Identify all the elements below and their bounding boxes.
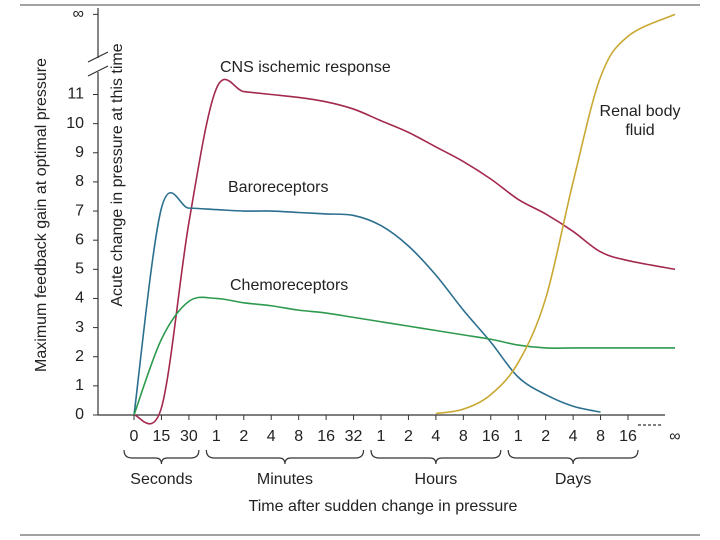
x-tick-label: 1	[514, 428, 523, 445]
x-tick-label: 4	[431, 428, 440, 445]
y-tick-label: 7	[75, 202, 84, 219]
x-tick-label: 8	[459, 428, 468, 445]
x-tick-label: 0	[130, 428, 139, 445]
series-line	[133, 191, 601, 416]
series-label: Baroreceptors	[228, 179, 329, 196]
x-tick-label: 30	[180, 428, 198, 445]
y-tick-label: 10	[66, 115, 84, 132]
series-label: CNS ischemic response	[220, 59, 391, 76]
x-tick-label: 4	[267, 428, 276, 445]
y-tick-label: ∞	[73, 6, 84, 23]
x-tick-label: 1	[212, 428, 221, 445]
group-brace	[205, 449, 365, 465]
x-tick-label: 16	[317, 428, 335, 445]
y-tick-label: 9	[75, 144, 84, 161]
series-line	[435, 13, 676, 415]
y-tick-label: 6	[75, 231, 84, 248]
series-label: Chemoreceptors	[230, 277, 349, 294]
y-tick-label: 1	[75, 377, 84, 394]
x-tick-label: 8	[596, 428, 605, 445]
x-tick-label: 2	[541, 428, 550, 445]
group-label: Days	[555, 471, 591, 488]
x-tick-label: 32	[345, 428, 363, 445]
y-tick-label: 8	[75, 173, 84, 190]
series-label: Renal body fluid	[599, 103, 681, 139]
axis-break	[87, 65, 109, 77]
x-tick-label: 2	[239, 428, 248, 445]
group-label: Seconds	[130, 471, 192, 488]
group-brace	[370, 449, 502, 465]
axis-break	[87, 51, 109, 63]
y-tick-label: 0	[75, 406, 84, 423]
x-tick-label: 15	[153, 428, 171, 445]
group-brace	[123, 449, 200, 465]
group-label: Hours	[415, 471, 458, 488]
y-axis-title-2: Acute change in pressure at this time	[109, 43, 126, 306]
group-brace	[507, 449, 639, 465]
y-tick-label: 11	[67, 86, 84, 103]
x-tick-label: ∞	[669, 428, 680, 445]
y-tick-label: 4	[75, 290, 84, 307]
x-tick-label: 16	[619, 428, 637, 445]
series-line	[133, 296, 675, 416]
x-tick-label: 2	[404, 428, 413, 445]
x-tick-label: 1	[377, 428, 386, 445]
y-tick-label: 2	[75, 348, 84, 365]
x-axis-title: Time after sudden change in pressure	[249, 498, 518, 515]
x-tick-label: 16	[482, 428, 500, 445]
y-tick-label: 5	[75, 261, 84, 278]
y-tick-label: 3	[75, 319, 84, 336]
group-label: Minutes	[257, 471, 313, 488]
series-line	[133, 78, 676, 425]
x-tick-label: 8	[294, 428, 303, 445]
y-axis-title: Maximum feedback gain at optimal pressur…	[33, 58, 50, 372]
x-tick-label: 4	[569, 428, 578, 445]
